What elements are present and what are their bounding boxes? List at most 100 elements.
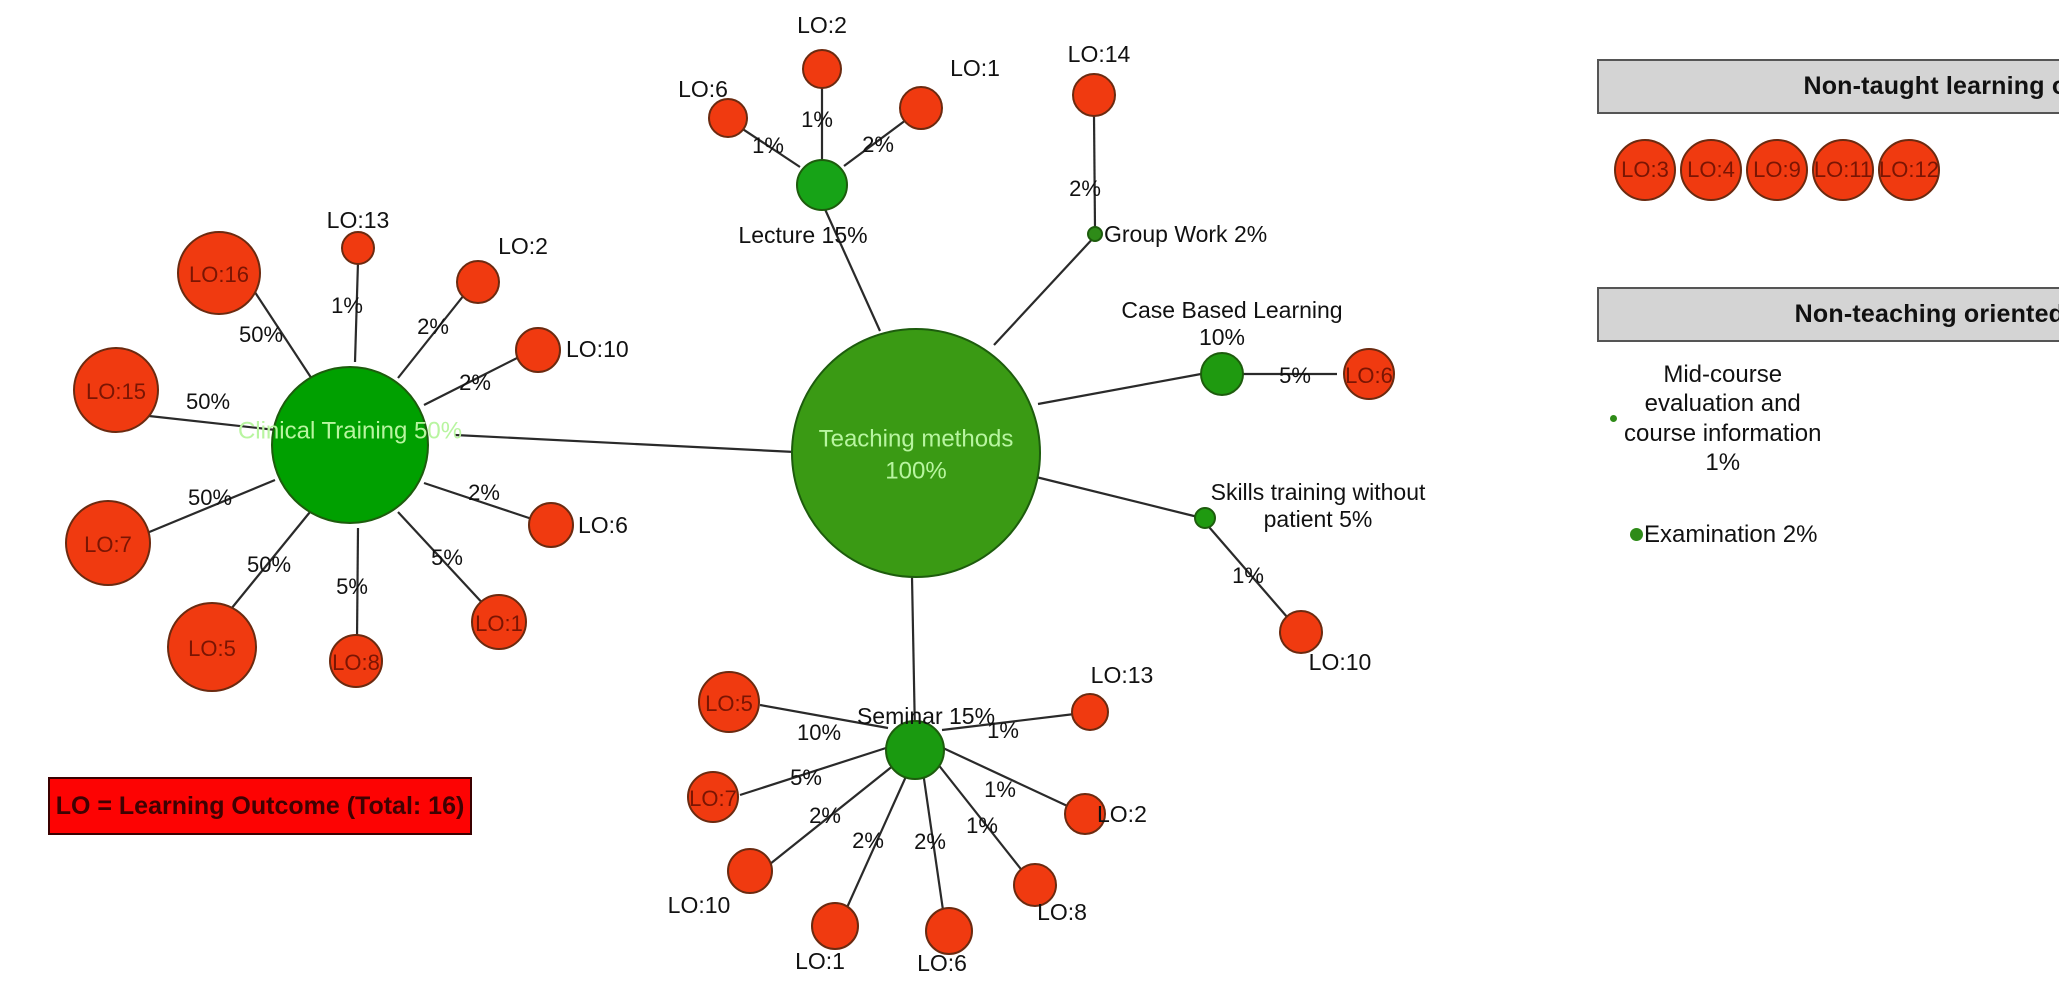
lo10-circle[interactable] — [515, 327, 561, 373]
lecture-lo1-circle[interactable] — [899, 86, 943, 130]
learning-outcome-key: LO = Learning Outcome (Total: 16) — [48, 777, 472, 835]
seminar-lo13-circle[interactable] — [1071, 693, 1109, 731]
skills-lo10-circle[interactable] — [1279, 610, 1323, 654]
lo16-circle[interactable] — [177, 231, 261, 315]
activity-mid-course-evaluation[interactable]: Mid-course evaluation and course informati… — [1610, 360, 1821, 477]
lo8-label: LO:8 — [332, 650, 380, 675]
seminar-lo7-circle[interactable] — [687, 771, 739, 823]
lo2-circle[interactable] — [456, 260, 500, 304]
pct-seminar-lo2: 1% — [984, 777, 1016, 802]
seminar-lo1-circle[interactable] — [811, 902, 859, 950]
seminar-lo1-label: LO:1 — [795, 948, 845, 974]
node-clinical-training[interactable]: Clinical Training 50% — [238, 366, 462, 524]
clinical-lo-nodes: LO:16 LO:15 LO:7 LO:5 LO:13 LO:2 — [65, 207, 629, 692]
clinical-training-circle[interactable] — [271, 366, 429, 524]
node-clinical-lo13[interactable]: LO:13 — [327, 207, 390, 265]
non-taught-lo-9[interactable]: LO:9 — [1746, 139, 1808, 201]
pct-seminar-lo8: 1% — [966, 813, 998, 838]
node-lecture-lo1[interactable]: LO:1 — [899, 55, 1000, 130]
lo6-circle[interactable] — [528, 502, 574, 548]
group-work-circle[interactable] — [1087, 226, 1103, 242]
node-seminar[interactable]: Seminar 15% — [857, 703, 995, 780]
activity-examination[interactable]: Examination 2% — [1630, 520, 1817, 549]
seminar-lo6-circle[interactable] — [925, 907, 973, 955]
node-seminar-lo13[interactable]: LO:13 — [1071, 662, 1153, 731]
node-lecture-lo6[interactable]: LO:6 — [678, 76, 748, 138]
node-teaching-methods[interactable]: Teaching methods 100% — [791, 328, 1041, 578]
skills-circle[interactable] — [1194, 507, 1216, 529]
edge-seminar-lo7 — [739, 746, 887, 797]
lo7-circle[interactable] — [65, 500, 151, 586]
seminar-lo10-label: LO:10 — [668, 892, 731, 918]
lecture-lo-nodes: LO:6 LO:2 LO:1 1% 1% 2% — [678, 12, 1000, 158]
pct-clinical-lo16: 50% — [239, 322, 283, 347]
lecture-lo6-circle[interactable] — [708, 98, 748, 138]
node-case-based-learning[interactable]: Case Based Learning 10% — [1121, 297, 1343, 396]
node-clinical-lo7[interactable]: LO:7 — [65, 500, 151, 586]
node-skills-training[interactable]: Skills training without patient 5% — [1194, 479, 1426, 532]
node-cbl-lo6[interactable]: LO:6 5% — [1279, 348, 1395, 400]
node-clinical-lo8[interactable]: LO:8 — [329, 634, 383, 688]
node-groupwork-lo14[interactable]: LO:14 2% — [1068, 41, 1131, 201]
node-seminar-lo8[interactable]: LO:8 — [1013, 863, 1087, 925]
lo2-label: LO:2 — [498, 233, 548, 259]
lo5-circle[interactable] — [167, 602, 257, 692]
cbl-lo6-label: LO:6 — [1345, 363, 1393, 388]
node-seminar-lo10[interactable]: LO:10 — [668, 848, 773, 918]
node-seminar-lo7[interactable]: LO:7 — [687, 771, 739, 823]
teaching-methods-circle[interactable] — [791, 328, 1041, 578]
node-clinical-lo6[interactable]: LO:6 — [528, 502, 628, 548]
node-skills-lo10[interactable]: LO:10 1% — [1232, 563, 1371, 675]
lecture-lo2-circle[interactable] — [802, 49, 842, 89]
seminar-lo8-circle[interactable] — [1013, 863, 1057, 907]
pct-clinical-lo10: 2% — [459, 370, 491, 395]
lo15-label: LO:15 — [86, 379, 146, 404]
lecture-circle[interactable] — [796, 159, 848, 211]
clinical-training-label: Clinical Training 50% — [238, 417, 462, 444]
node-seminar-lo5[interactable]: LO:5 — [698, 671, 760, 733]
pct-clinical-lo15: 50% — [186, 389, 230, 414]
seminar-edges — [739, 703, 1084, 918]
cbl-lo6-circle[interactable] — [1343, 348, 1395, 400]
seminar-lo5-circle[interactable] — [698, 671, 760, 733]
edge-clinical-lo2 — [397, 289, 469, 379]
node-lecture[interactable]: Lecture 15% — [738, 159, 868, 248]
pct-lecture-lo6: 1% — [752, 133, 784, 158]
pct-clinical-lo6: 2% — [468, 480, 500, 505]
non-taught-lo-11[interactable]: LO:11 — [1812, 139, 1874, 201]
non-taught-lo-12[interactable]: LO:12 — [1878, 139, 1940, 201]
non-taught-lo-4[interactable]: LO:4 — [1680, 139, 1742, 201]
cbl-circle[interactable] — [1200, 352, 1244, 396]
groupwork-lo14-circle[interactable] — [1072, 73, 1116, 117]
seminar-lo2-circle[interactable] — [1064, 793, 1106, 835]
node-seminar-lo2[interactable]: LO:2 — [1064, 793, 1147, 835]
lo1-circle[interactable] — [471, 594, 527, 650]
node-clinical-lo5[interactable]: LO:5 — [167, 602, 257, 692]
node-lecture-lo2[interactable]: LO:2 — [797, 12, 847, 89]
non-teaching-panel-title: Non-teaching oriented activities — [1794, 300, 2059, 328]
edge-skills-lo10 — [1208, 526, 1295, 626]
edge-clinical-lo7 — [129, 478, 276, 542]
learning-outcome-key-text: LO = Learning Outcome (Total: 16) — [55, 791, 465, 820]
green-dot-icon — [1610, 415, 1617, 423]
lo5-label: LO:5 — [188, 636, 236, 661]
node-clinical-lo1[interactable]: LO:1 — [471, 594, 527, 650]
node-clinical-lo16[interactable]: LO:16 — [177, 231, 261, 315]
lo13-circle[interactable] — [341, 231, 375, 265]
node-clinical-lo2[interactable]: LO:2 — [456, 233, 548, 304]
lecture-lo2-label: LO:2 — [797, 12, 847, 38]
lo8-circle[interactable] — [329, 634, 383, 688]
seminar-circle[interactable] — [885, 720, 945, 780]
node-group-work[interactable]: Group Work 2% — [1087, 221, 1267, 247]
node-clinical-lo15[interactable]: LO:15 — [73, 347, 159, 433]
node-seminar-lo6[interactable]: LO:6 — [917, 907, 973, 976]
pct-groupwork-lo14: 2% — [1069, 176, 1101, 201]
teaching-methods-label-line1: Teaching methods — [819, 425, 1014, 452]
pct-skills-lo10: 1% — [1232, 563, 1264, 588]
node-seminar-lo1[interactable]: LO:1 — [795, 902, 859, 974]
non-taught-lo-3[interactable]: LO:3 — [1614, 139, 1676, 201]
seminar-lo10-circle[interactable] — [727, 848, 773, 894]
lo15-circle[interactable] — [73, 347, 159, 433]
node-clinical-lo10[interactable]: LO:10 — [515, 327, 629, 373]
